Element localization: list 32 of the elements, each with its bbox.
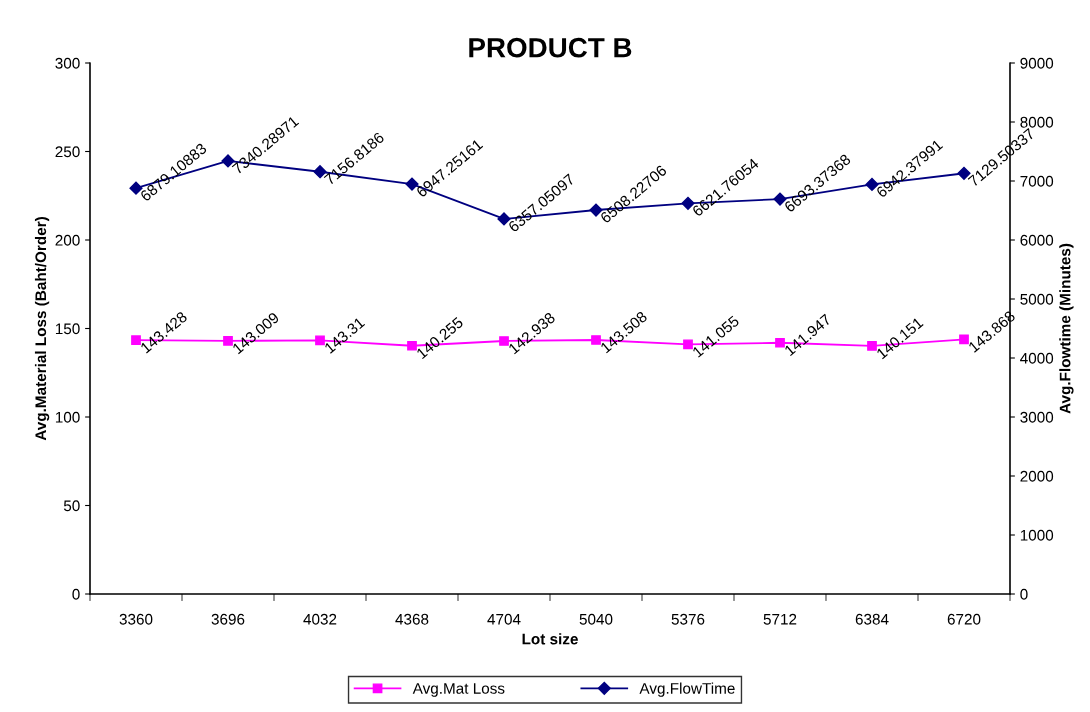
y2-tick-label: 1000 [1020, 529, 1054, 541]
x-tick-label: 5040 [579, 613, 613, 625]
x-tick-label: 4368 [395, 613, 429, 625]
x-tick-label: 3696 [211, 613, 245, 625]
y2-tick-label: 2000 [1020, 470, 1054, 482]
y2-tick-label: 5000 [1020, 293, 1054, 305]
y2-tick-label: 4000 [1020, 352, 1054, 364]
y2-axis-title: Avg.Flowtime (Minutes) [1059, 243, 1074, 414]
x-tick-label: 5376 [671, 613, 705, 625]
legend-label: Avg.FlowTime [639, 682, 735, 697]
x-tick-label: 3360 [119, 613, 153, 625]
y2-tick-label: 3000 [1020, 411, 1054, 423]
x-tick-label: 4032 [303, 613, 337, 625]
y2-tick-label: 9000 [1020, 57, 1054, 69]
x-tick-label: 6720 [947, 613, 981, 625]
y-tick-label: 50 [63, 500, 80, 512]
x-tick-label: 6384 [855, 613, 889, 625]
legend-label: Avg.Mat Loss [412, 683, 505, 697]
x-tick-label: 5712 [763, 613, 797, 625]
y-tick-label: 300 [55, 57, 80, 69]
y-tick-label: 100 [55, 411, 80, 423]
y-tick-label: 250 [55, 146, 80, 158]
y2-tick-label: 0 [1020, 588, 1028, 600]
y-tick-label: 200 [55, 234, 80, 246]
y-tick-label: 0 [72, 588, 80, 600]
x-axis-title: Lot size [522, 633, 578, 645]
x-tick-label: 4704 [487, 613, 521, 625]
y2-tick-label: 6000 [1020, 234, 1054, 246]
y-axis-title: Avg.Material Loss (Baht/Order) [34, 217, 50, 441]
y-tick-label: 150 [55, 323, 80, 335]
y2-tick-label: 8000 [1020, 116, 1054, 128]
chart-title: PRODUCT B [469, 37, 632, 58]
